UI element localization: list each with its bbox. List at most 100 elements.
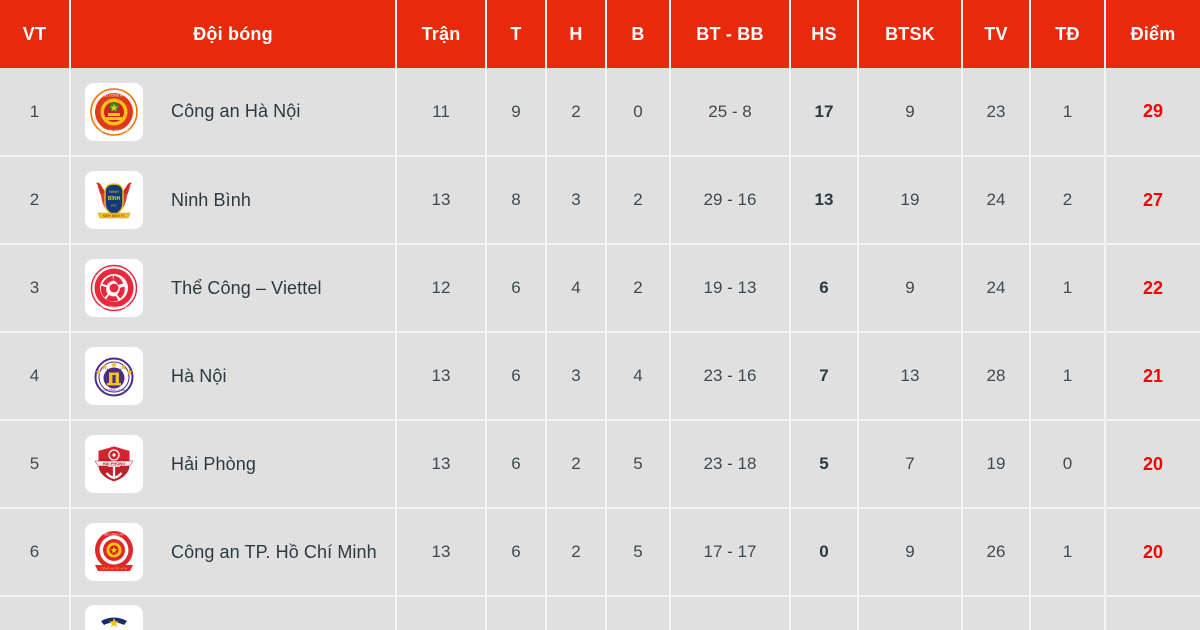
cell-goal-difference: 17: [790, 68, 859, 157]
the-cong-viettel-logo: THỂ CÔNG VIETTEL: [85, 259, 143, 317]
cell-goals-for-against: 19 - 13: [670, 244, 791, 333]
table-row[interactable]: 2 NINH BÌNH FC NINH BINH FC Ninh Bình 13 8…: [0, 156, 1200, 245]
cell-goals-for-against: 25 - 8: [670, 68, 791, 157]
column-header-td[interactable]: TĐ: [1030, 0, 1106, 68]
cell-goal-difference: 5: [790, 420, 859, 509]
cell-goals-for-against: 29 - 16: [670, 156, 791, 245]
cell-btsk: 9: [858, 244, 963, 333]
cell-btsk: 13: [858, 332, 963, 421]
cell-team[interactable]: BỘ CÔNG AN CÔNG AN TP. HCM Công an TP. H…: [70, 508, 397, 597]
cell-played: 12: [396, 244, 487, 333]
cell-points: 29: [1105, 68, 1200, 157]
cell-draws: 4: [546, 244, 607, 333]
cell-losses: 0: [606, 68, 671, 157]
column-header-rank[interactable]: VT: [0, 0, 71, 68]
header-row: VT Đội bóng Trận T H B BT - BB HS BTSK T…: [0, 0, 1200, 68]
cell-rank: 2: [0, 156, 71, 245]
cell-team[interactable]: HẢI PHÒNG Hải Phòng: [70, 420, 397, 509]
table-row[interactable]: [0, 596, 1200, 630]
svg-text:FC: FC: [111, 203, 116, 208]
cell-team[interactable]: THỂ CÔNG VIETTEL Thể Công – Viettel: [70, 244, 397, 333]
cell-played: 13: [396, 420, 487, 509]
cell-empty: [790, 596, 859, 630]
team-name: Ninh Bình: [171, 189, 251, 210]
cell-tv: 19: [962, 420, 1031, 509]
cell-played: 13: [396, 508, 487, 597]
cell-empty: [858, 596, 963, 630]
cell-team[interactable]: HANOI FOOTBALL CLUB Hà Nội: [70, 332, 397, 421]
cell-points: 27: [1105, 156, 1200, 245]
column-header-goals[interactable]: BT - BB: [670, 0, 791, 68]
cell-points: 20: [1105, 420, 1200, 509]
table-row[interactable]: 3 THỂ CÔNG VIETTEL Thể Công – Viettel 12 6…: [0, 244, 1200, 333]
cell-goal-difference: 6: [790, 244, 859, 333]
cell-points: 21: [1105, 332, 1200, 421]
svg-text:THỂ CÔNG VIETTEL: THỂ CÔNG VIETTEL: [100, 304, 129, 309]
table-row[interactable]: 4 HANOI FOOTBALL CLUB Hà Nội 13 6 3 4 23 - 16…: [0, 332, 1200, 421]
column-header-gd[interactable]: HS: [790, 0, 859, 68]
column-header-team[interactable]: Đội bóng: [70, 0, 397, 68]
table-row[interactable]: 1 BỘ CÔNG AN CÔNG AN HÀ NỘI FC Công an H…: [0, 68, 1200, 157]
table-row[interactable]: 5 HẢI PHÒNG Hải Phòng 13 6 2 5 23 - 18 5 7 19 0 20: [0, 420, 1200, 509]
cell-team[interactable]: NINH BÌNH FC NINH BINH FC Ninh Bình: [70, 156, 397, 245]
cell-empty: [486, 596, 547, 630]
cell-btsk: 9: [858, 508, 963, 597]
team-name: Hải Phòng: [171, 453, 256, 474]
column-header-played[interactable]: Trận: [396, 0, 487, 68]
svg-text:BỘ CÔNG AN: BỘ CÔNG AN: [103, 92, 125, 97]
svg-text:BÌNH: BÌNH: [108, 194, 121, 202]
team-cell[interactable]: NINH BÌNH FC NINH BINH FC Ninh Bình: [71, 171, 395, 229]
team-name: Hà Nội: [171, 365, 227, 386]
cell-losses: 2: [606, 156, 671, 245]
team-name: Công an TP. Hồ Chí Minh: [171, 541, 377, 562]
svg-text:NINH BINH FC: NINH BINH FC: [103, 214, 126, 218]
cell-goals-for-against: 23 - 18: [670, 420, 791, 509]
cell-empty: [1030, 596, 1106, 630]
cell-empty: [962, 596, 1031, 630]
team-cell[interactable]: BỘ CÔNG AN CÔNG AN HÀ NỘI FC Công an Hà …: [71, 82, 395, 141]
column-header-draw[interactable]: H: [546, 0, 607, 68]
cell-points: 20: [1105, 508, 1200, 597]
cell-btsk: 7: [858, 420, 963, 509]
cell-tv: 24: [962, 244, 1031, 333]
team-cell[interactable]: HẢI PHÒNG Hải Phòng: [71, 435, 395, 493]
cell-btsk: 9: [858, 68, 963, 157]
column-header-btsk[interactable]: BTSK: [858, 0, 963, 68]
hai-phong-logo: HẢI PHÒNG: [85, 435, 143, 493]
cell-empty: [396, 596, 487, 630]
cell-wins: 8: [486, 156, 547, 245]
cell-goal-difference: 7: [790, 332, 859, 421]
cell-wins: 9: [486, 68, 547, 157]
team-cell[interactable]: BỘ CÔNG AN CÔNG AN TP. HCM Công an TP. H…: [71, 523, 395, 581]
column-header-win[interactable]: T: [486, 0, 547, 68]
cell-td: 1: [1030, 244, 1106, 333]
cell-losses: 2: [606, 244, 671, 333]
team-name: Công an Hà Nội: [171, 101, 301, 121]
cell-rank: 5: [0, 420, 71, 509]
table-row[interactable]: 6 BỘ CÔNG AN CÔNG AN TP. HCM Công an TP.…: [0, 508, 1200, 597]
cell-played: 11: [396, 68, 487, 157]
cell-btsk: 19: [858, 156, 963, 245]
cell-td: 2: [1030, 156, 1106, 245]
cell-losses: 5: [606, 508, 671, 597]
svg-text:BỘ CÔNG AN: BỘ CÔNG AN: [104, 531, 123, 536]
cell-played: 13: [396, 156, 487, 245]
column-header-points[interactable]: Điểm: [1105, 0, 1200, 68]
team-cell[interactable]: HANOI FOOTBALL CLUB Hà Nội: [71, 347, 395, 405]
team-cell[interactable]: [71, 597, 395, 630]
team-name: Thể Công – Viettel: [171, 277, 322, 298]
cell-empty: [606, 596, 671, 630]
column-header-tv[interactable]: TV: [962, 0, 1031, 68]
cell-goals-for-against: 23 - 16: [670, 332, 791, 421]
svg-text:FOOTBALL CLUB: FOOTBALL CLUB: [103, 388, 124, 392]
column-header-loss[interactable]: B: [606, 0, 671, 68]
cong-an-ha-noi-logo: BỘ CÔNG AN CÔNG AN HÀ NỘI FC: [85, 82, 143, 141]
cell-empty: [670, 596, 791, 630]
svg-text:CÔNG AN HÀ NỘI FC: CÔNG AN HÀ NỘI FC: [98, 128, 130, 133]
svg-text:HẢI PHÒNG: HẢI PHÒNG: [103, 461, 126, 466]
cell-team[interactable]: BỘ CÔNG AN CÔNG AN HÀ NỘI FC Công an Hà …: [70, 68, 397, 157]
team-cell[interactable]: THỂ CÔNG VIETTEL Thể Công – Viettel: [71, 259, 395, 317]
cell-team[interactable]: [70, 596, 397, 630]
cell-wins: 6: [486, 508, 547, 597]
